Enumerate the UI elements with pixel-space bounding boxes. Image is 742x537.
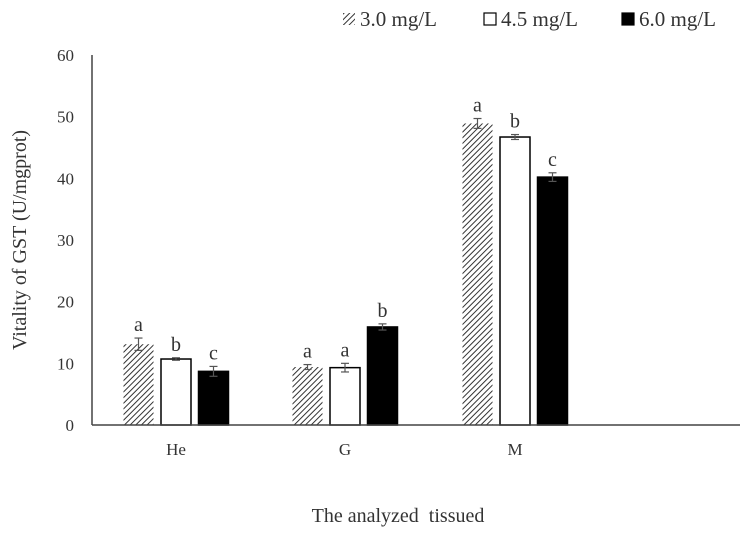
- y-tick-label: 60: [57, 46, 74, 65]
- legend: 3.0 mg/L 4.5 mg/L 6.0 mg/L: [343, 7, 716, 31]
- error-bar: [209, 365, 218, 377]
- significance-label: b: [510, 111, 520, 133]
- bar: [197, 370, 230, 426]
- bar: [123, 344, 154, 425]
- significance-label: b: [378, 300, 388, 322]
- bar: [462, 123, 493, 425]
- x-tick-label: G: [339, 440, 351, 459]
- significance-label: a: [303, 341, 312, 363]
- error-bar: [303, 363, 312, 371]
- significance-label: c: [548, 149, 557, 171]
- legend-swatch: [621, 12, 635, 26]
- error-bar: [378, 323, 387, 331]
- significance-label: c: [209, 342, 218, 364]
- y-tick-label: 20: [57, 293, 74, 312]
- bar: [160, 358, 192, 426]
- error-bar: [172, 357, 180, 361]
- significance-label: a: [473, 95, 482, 117]
- x-axis-label: The analyzed tissued: [312, 505, 485, 527]
- bar: [536, 176, 569, 426]
- x-tick-label: M: [507, 440, 522, 459]
- significance-label: a: [341, 339, 350, 361]
- error-bar: [473, 117, 482, 129]
- bar: [499, 136, 531, 426]
- error-bar: [548, 172, 557, 183]
- error-bar: [511, 133, 519, 141]
- error-bar: [134, 337, 143, 351]
- bar: [366, 326, 399, 426]
- legend-label: 3.0 mg/L: [360, 7, 437, 31]
- y-tick-label: 10: [57, 354, 74, 373]
- significance-label: b: [171, 334, 181, 356]
- y-tick-label: 50: [57, 108, 74, 127]
- x-tick-label: He: [166, 440, 186, 459]
- legend-label: 6.0 mg/L: [639, 7, 716, 31]
- y-tick-label: 30: [57, 231, 74, 250]
- legend-swatch: [483, 12, 497, 26]
- significance-label: a: [134, 314, 143, 336]
- legend-label: 4.5 mg/L: [501, 7, 578, 31]
- error-bar: [341, 362, 349, 373]
- y-tick-label: 0: [66, 416, 75, 435]
- y-tick-label: 40: [57, 169, 74, 188]
- y-axis-label: Vitality of GST (U/mgprot): [9, 130, 31, 350]
- bar: [292, 367, 323, 425]
- bar: [329, 366, 361, 426]
- legend-swatch: [343, 13, 355, 25]
